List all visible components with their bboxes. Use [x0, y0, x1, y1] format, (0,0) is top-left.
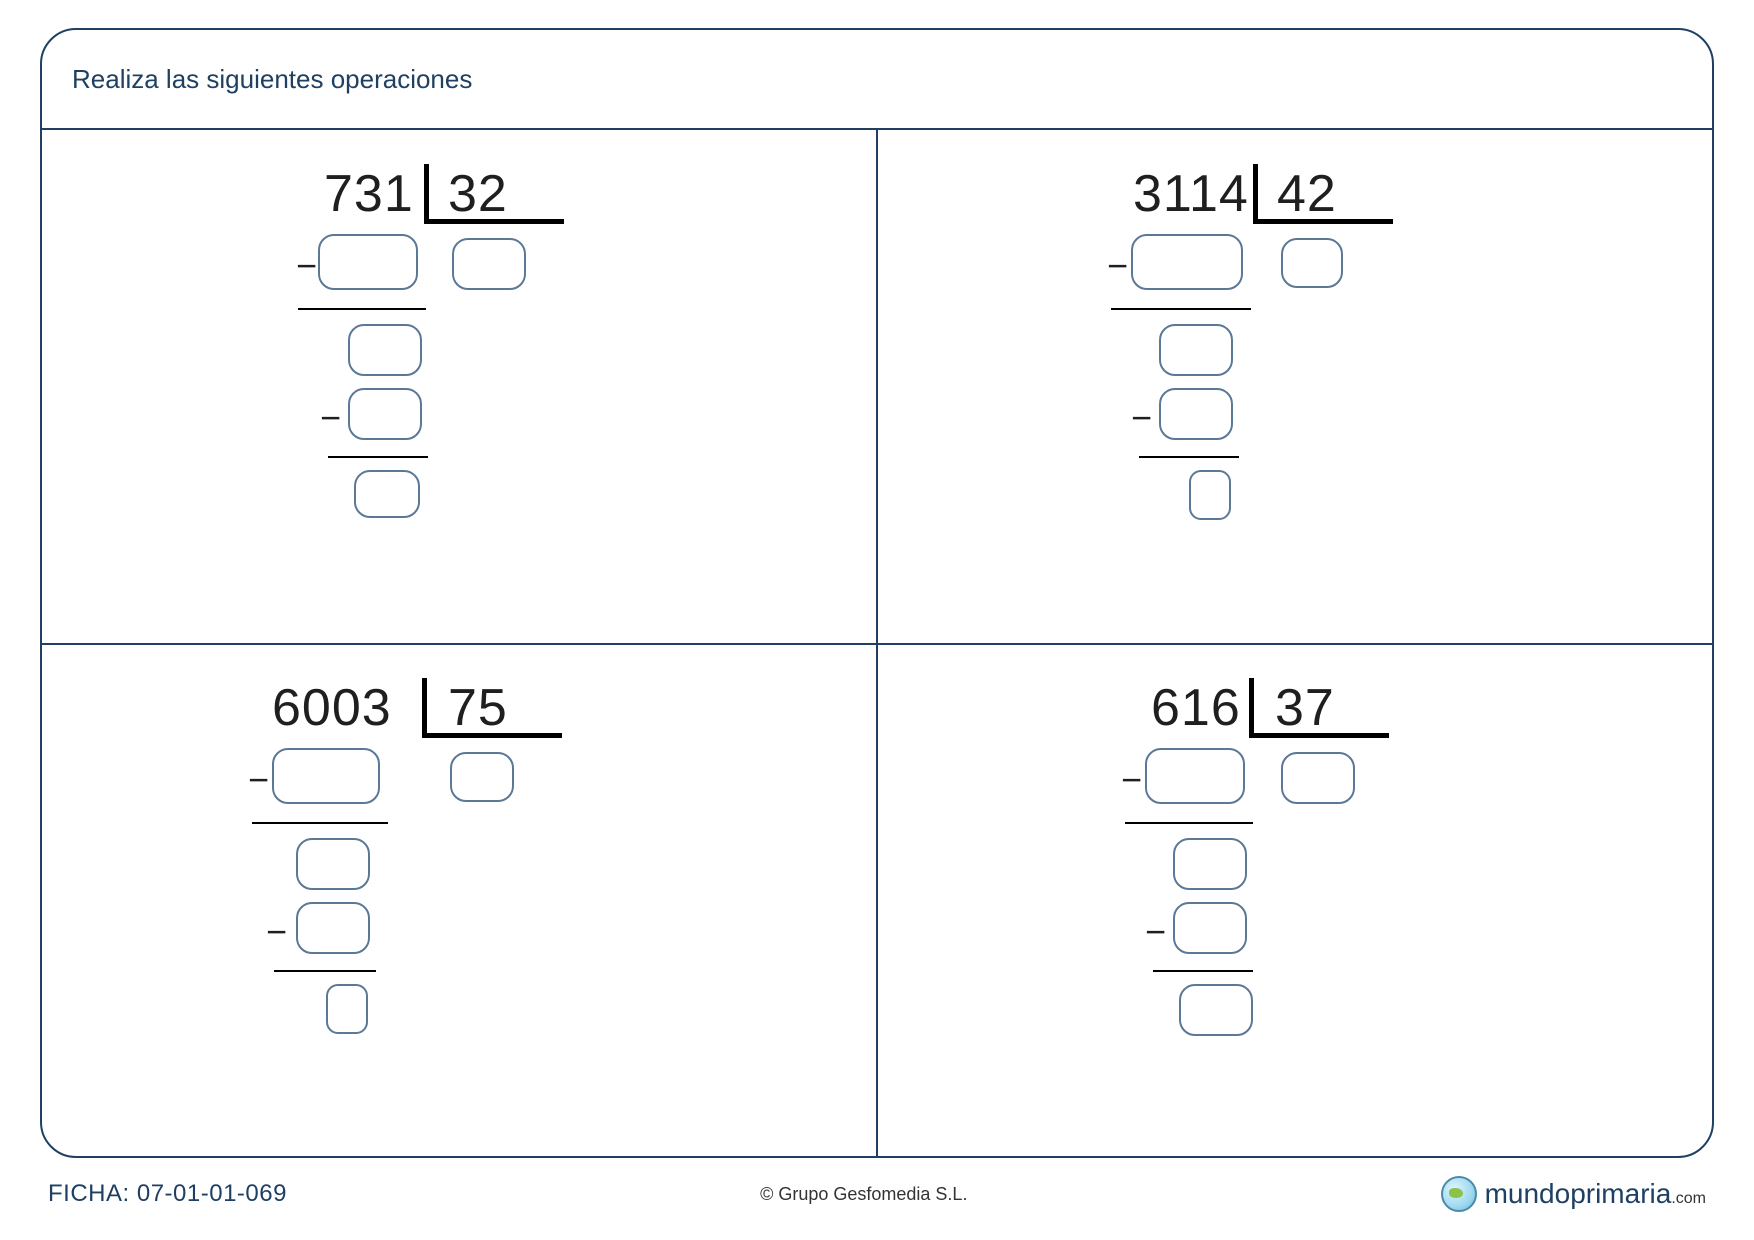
brand-name: mundoprimaria: [1485, 1178, 1672, 1209]
answer-box[interactable]: [1173, 902, 1247, 954]
minus-sign: −: [320, 400, 341, 436]
dividend: 731: [324, 168, 414, 220]
division-problem-4: 616 37 − −: [1127, 682, 1547, 1122]
bracket-vertical: [1249, 678, 1254, 738]
brand-logo: mundoprimaria.com: [1441, 1176, 1706, 1212]
answer-box[interactable]: [296, 902, 370, 954]
minus-sign: −: [1145, 914, 1166, 950]
ficha-number: 07-01-01-069: [137, 1180, 287, 1207]
minus-sign: −: [1131, 400, 1152, 436]
rule-line: [1139, 456, 1239, 458]
bracket-vertical: [1253, 164, 1258, 224]
problem-cell-4: 616 37 − −: [877, 644, 1712, 1158]
dividend: 616: [1151, 682, 1241, 734]
division-problem-1: 731 32 − −: [302, 168, 702, 588]
globe-icon: [1441, 1176, 1477, 1212]
minus-sign: −: [296, 248, 317, 284]
answer-box[interactable]: [348, 324, 422, 376]
answer-box[interactable]: [1159, 388, 1233, 440]
divisor: 75: [448, 682, 508, 734]
footer: FICHA: 07-01-01-069 © Grupo Gesfomedia S…: [40, 1174, 1714, 1214]
rule-line: [328, 456, 428, 458]
problem-grid: 731 32 − −: [42, 130, 1712, 1158]
ficha-label: FICHA:: [48, 1180, 130, 1207]
answer-box[interactable]: [1145, 748, 1245, 804]
answer-box[interactable]: [1159, 324, 1233, 376]
ficha-code: FICHA: 07-01-01-069: [48, 1180, 287, 1208]
answer-box[interactable]: [1131, 234, 1243, 290]
problem-cell-3: 6003 75 − −: [42, 644, 877, 1158]
division-problem-3: 6003 75 − −: [264, 682, 704, 1122]
divisor: 37: [1275, 682, 1335, 734]
quotient-box[interactable]: [1281, 238, 1343, 288]
rule-line: [274, 970, 376, 972]
quotient-box[interactable]: [450, 752, 514, 802]
instruction-bar: Realiza las siguientes operaciones: [42, 30, 1712, 130]
division-problem-2: 3114 42 − −: [1117, 168, 1537, 588]
rule-line: [298, 308, 426, 310]
rule-line: [252, 822, 388, 824]
instruction-text: Realiza las siguientes operaciones: [72, 64, 472, 95]
minus-sign: −: [1107, 248, 1128, 284]
dividend: 3114: [1133, 168, 1249, 220]
divisor: 42: [1277, 168, 1337, 220]
minus-sign: −: [248, 762, 269, 798]
answer-box[interactable]: [348, 388, 422, 440]
rule-line: [1125, 822, 1253, 824]
bracket-vertical: [424, 164, 429, 224]
rule-line: [1111, 308, 1251, 310]
quotient-box[interactable]: [1281, 752, 1355, 804]
minus-sign: −: [1121, 762, 1142, 798]
answer-box[interactable]: [1189, 470, 1231, 520]
minus-sign: −: [266, 914, 287, 950]
brand-text: mundoprimaria.com: [1485, 1178, 1706, 1210]
rule-line: [1153, 970, 1253, 972]
answer-box[interactable]: [354, 470, 420, 518]
problem-cell-1: 731 32 − −: [42, 130, 877, 644]
problem-cell-2: 3114 42 − −: [877, 130, 1712, 644]
answer-box[interactable]: [1179, 984, 1253, 1036]
quotient-box[interactable]: [452, 238, 526, 290]
worksheet-frame: Realiza las siguientes operaciones 731 3…: [40, 28, 1714, 1158]
divisor: 32: [448, 168, 508, 220]
answer-box[interactable]: [272, 748, 380, 804]
answer-box[interactable]: [1173, 838, 1247, 890]
bracket-vertical: [422, 678, 427, 738]
answer-box[interactable]: [296, 838, 370, 890]
brand-domain: .com: [1671, 1190, 1706, 1207]
copyright: © Grupo Gesfomedia S.L.: [760, 1184, 967, 1205]
answer-box[interactable]: [318, 234, 418, 290]
answer-box[interactable]: [326, 984, 368, 1034]
dividend: 6003: [272, 682, 392, 734]
